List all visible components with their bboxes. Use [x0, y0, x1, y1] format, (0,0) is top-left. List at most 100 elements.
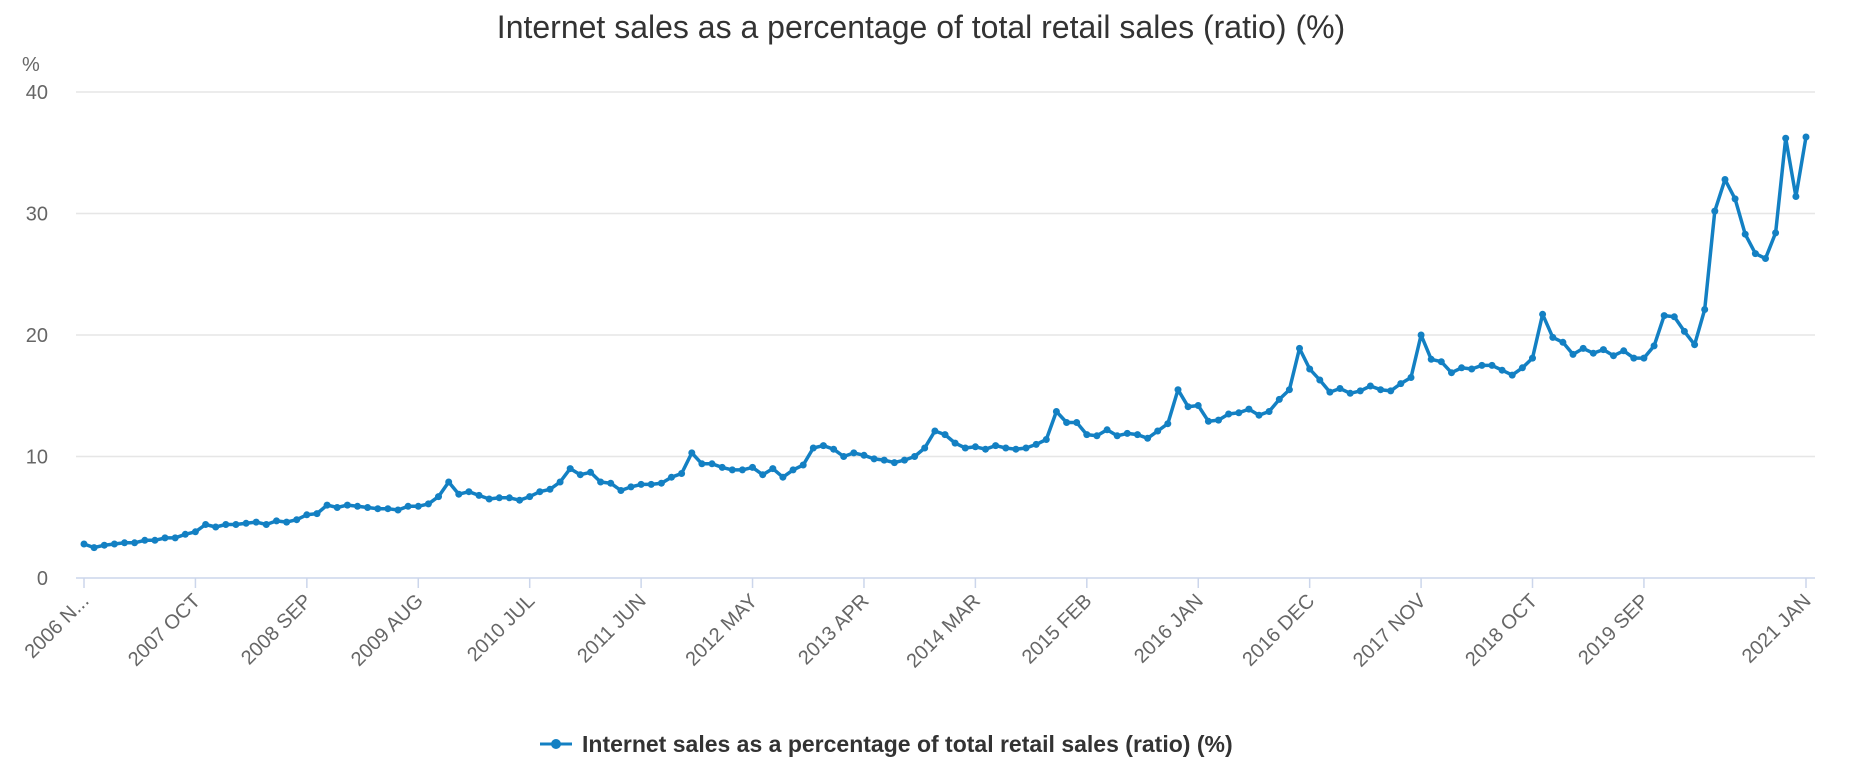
data-point[interactable] — [911, 453, 919, 460]
data-point[interactable] — [1640, 354, 1648, 362]
data-point[interactable] — [80, 540, 88, 548]
data-point[interactable] — [242, 519, 250, 527]
data-point[interactable] — [1762, 255, 1769, 262]
data-point[interactable] — [1772, 229, 1780, 237]
data-point[interactable] — [171, 534, 179, 542]
data-point[interactable] — [1407, 374, 1415, 381]
data-point[interactable] — [546, 485, 554, 493]
data-point[interactable] — [1356, 387, 1364, 395]
data-point[interactable] — [181, 530, 189, 538]
data-point[interactable] — [1691, 341, 1699, 349]
data-point[interactable] — [1265, 408, 1273, 415]
data-point[interactable] — [627, 483, 635, 491]
data-point[interactable] — [1599, 346, 1607, 354]
data-point[interactable] — [1569, 350, 1577, 358]
data-point[interactable] — [941, 431, 949, 439]
data-point[interactable] — [262, 521, 270, 528]
data-point[interactable] — [1630, 354, 1638, 362]
data-point[interactable] — [708, 460, 716, 468]
data-point[interactable] — [1012, 445, 1020, 453]
data-point[interactable] — [354, 502, 361, 510]
data-point[interactable] — [1154, 427, 1162, 435]
data-point[interactable] — [273, 517, 280, 525]
data-point[interactable] — [131, 539, 139, 547]
data-point[interactable] — [698, 460, 706, 468]
data-point[interactable] — [1448, 369, 1455, 377]
data-point[interactable] — [1610, 352, 1617, 360]
data-point[interactable] — [485, 495, 493, 503]
data-point[interactable] — [597, 478, 605, 486]
data-point[interactable] — [161, 534, 169, 542]
data-point[interactable] — [283, 518, 291, 526]
data-point[interactable] — [1204, 417, 1212, 425]
data-point[interactable] — [1539, 310, 1547, 318]
data-point[interactable] — [1215, 416, 1222, 424]
data-point[interactable] — [1042, 436, 1050, 443]
data-point[interactable] — [647, 480, 655, 488]
data-point[interactable] — [1498, 366, 1506, 374]
data-point[interactable] — [1275, 395, 1283, 403]
data-point[interactable] — [343, 501, 351, 509]
data-point[interactable] — [1660, 312, 1668, 320]
data-point[interactable] — [901, 456, 908, 464]
data-point[interactable] — [1235, 409, 1243, 417]
data-point[interactable] — [333, 504, 341, 511]
data-point[interactable] — [455, 490, 463, 498]
data-point[interactable] — [749, 463, 756, 471]
data-point[interactable] — [607, 479, 615, 487]
data-point[interactable] — [1579, 344, 1587, 352]
data-point[interactable] — [1022, 444, 1030, 452]
data-point[interactable] — [1650, 342, 1658, 350]
data-point[interactable] — [414, 502, 422, 510]
data-point[interactable] — [323, 501, 331, 509]
data-point[interactable] — [1529, 354, 1536, 362]
data-point[interactable] — [516, 496, 524, 504]
data-point[interactable] — [931, 427, 939, 435]
data-point[interactable] — [556, 478, 564, 486]
data-point[interactable] — [495, 494, 503, 502]
data-point[interactable] — [1366, 382, 1374, 390]
data-point[interactable] — [1255, 411, 1263, 419]
data-point[interactable] — [840, 453, 848, 460]
data-point[interactable] — [1721, 176, 1729, 183]
data-point[interactable] — [587, 468, 594, 476]
data-point[interactable] — [1589, 349, 1597, 357]
data-point[interactable] — [1144, 434, 1152, 442]
data-point[interactable] — [799, 461, 807, 469]
data-point[interactable] — [1245, 405, 1253, 413]
data-point[interactable] — [121, 539, 128, 547]
data-point[interactable] — [576, 471, 584, 479]
data-point[interactable] — [870, 455, 878, 463]
data-point[interactable] — [850, 449, 858, 457]
data-point[interactable] — [1174, 386, 1182, 394]
data-point[interactable] — [1741, 230, 1749, 238]
data-point[interactable] — [830, 445, 838, 453]
data-point[interactable] — [1417, 331, 1425, 339]
data-point[interactable] — [1427, 355, 1435, 363]
data-point[interactable] — [1458, 364, 1466, 372]
data-point[interactable] — [1296, 344, 1303, 352]
data-point[interactable] — [313, 510, 321, 518]
data-point[interactable] — [151, 536, 159, 544]
data-point[interactable] — [1093, 432, 1101, 440]
data-point[interactable] — [1751, 250, 1759, 258]
data-point[interactable] — [364, 504, 372, 511]
data-point[interactable] — [1670, 313, 1678, 321]
data-point[interactable] — [1346, 389, 1354, 397]
data-point[interactable] — [657, 479, 665, 487]
data-point[interactable] — [1437, 358, 1445, 366]
data-point[interactable] — [1164, 420, 1172, 428]
data-point[interactable] — [1478, 361, 1486, 369]
data-point[interactable] — [465, 488, 473, 496]
data-point[interactable] — [1792, 193, 1800, 200]
data-point[interactable] — [1782, 134, 1790, 142]
legend[interactable]: Internet sales as a percentage of total … — [540, 731, 1233, 757]
data-point[interactable] — [252, 518, 260, 526]
data-point[interactable] — [779, 473, 787, 481]
data-point[interactable] — [1285, 386, 1293, 394]
data-point[interactable] — [678, 470, 686, 477]
data-point[interactable] — [1377, 386, 1385, 394]
data-point[interactable] — [961, 444, 969, 452]
data-point[interactable] — [789, 466, 797, 474]
data-point[interactable] — [617, 487, 625, 494]
